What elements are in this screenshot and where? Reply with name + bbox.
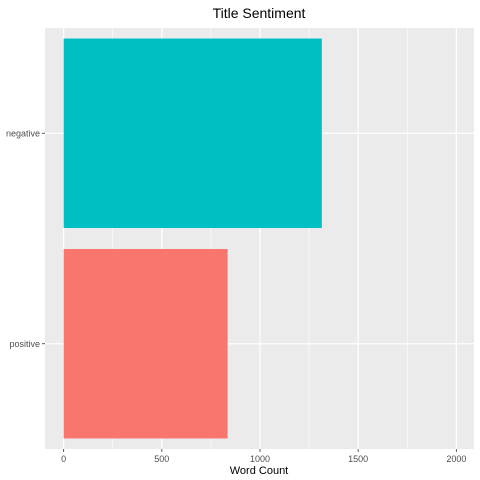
y-axis: negative positive [6, 128, 45, 349]
chart-title: Title Sentiment [213, 5, 306, 21]
x-tick-label: 1500 [348, 454, 368, 464]
bar-positive [63, 249, 228, 439]
x-tick-label: 0 [61, 454, 66, 464]
bar-negative [63, 38, 322, 228]
bars [63, 38, 322, 439]
x-tick-label: 500 [154, 454, 169, 464]
x-axis: 0 500 1000 1500 2000 [61, 449, 466, 464]
y-tick-label: negative [6, 128, 40, 138]
y-tick-label: positive [9, 339, 40, 349]
x-axis-label: Word Count [230, 465, 289, 477]
x-tick-label: 2000 [446, 454, 466, 464]
x-tick-label: 1000 [250, 454, 270, 464]
